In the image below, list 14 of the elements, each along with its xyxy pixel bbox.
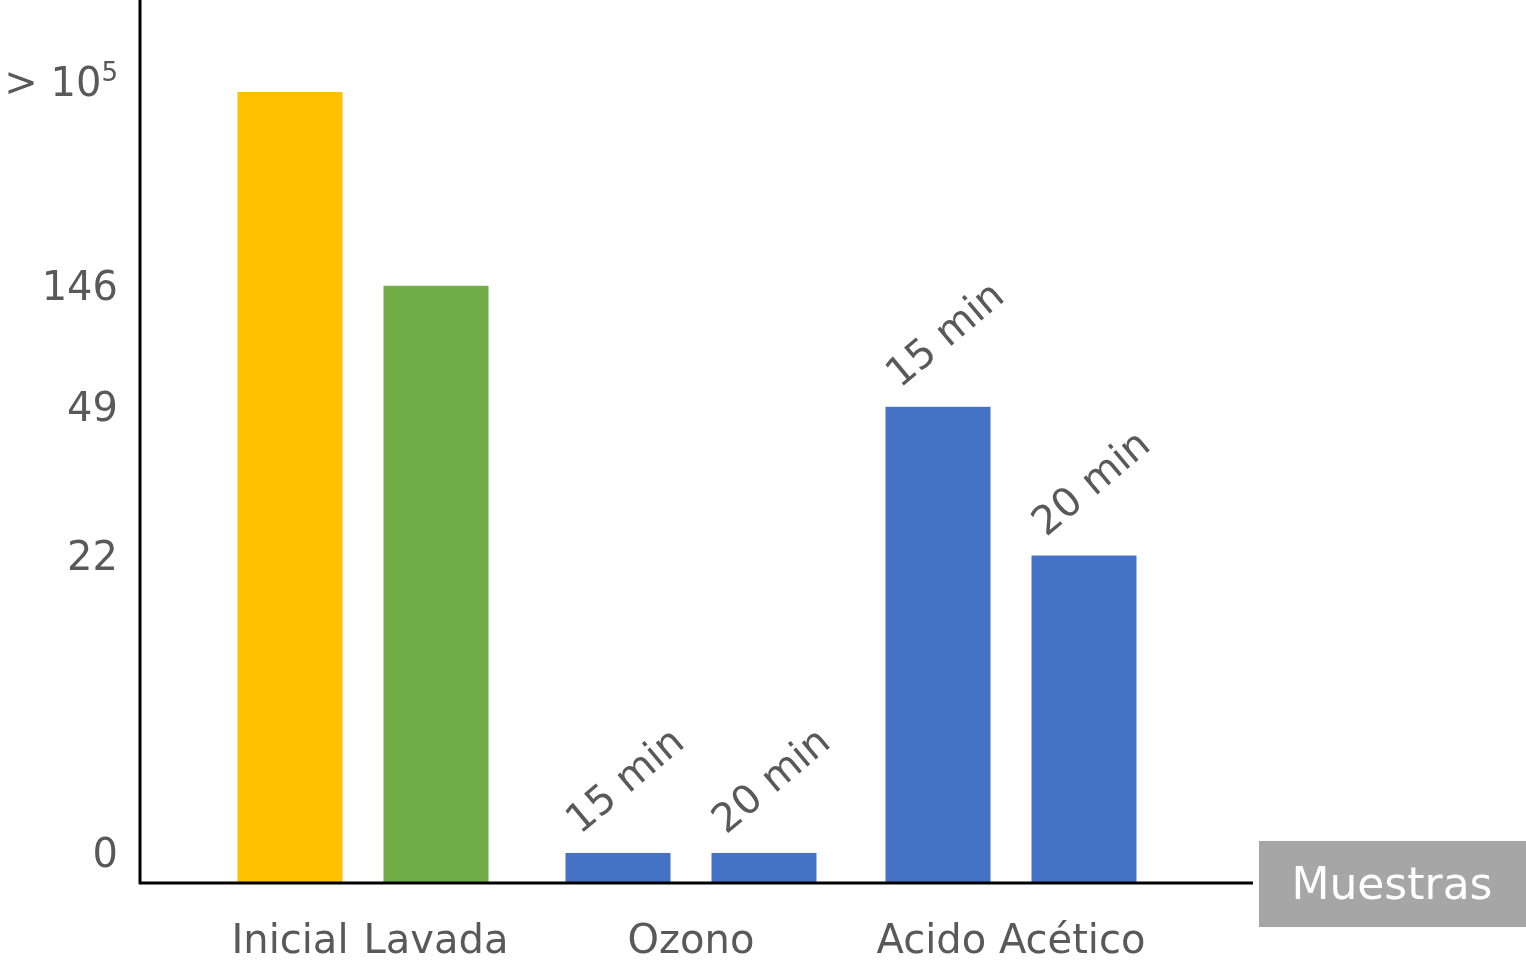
annotation: 15 min [876,271,1013,396]
text: 22 [67,532,118,579]
annotation: 20 min [1022,419,1159,545]
x-tick-label: Inicial [231,916,349,962]
annotation: 20 min [702,717,839,842]
text: 0 [92,829,118,876]
text: > 10$^{5}$ [4,57,118,105]
text: Acido Acético [876,916,1146,962]
text: Ozono [627,916,755,962]
text: 49 [67,383,118,430]
text: 146 [41,262,118,309]
annotation: 15 min [556,717,693,842]
x-axis-title: Muestras [1291,858,1493,910]
x-tick-label: Lavada [363,916,509,962]
